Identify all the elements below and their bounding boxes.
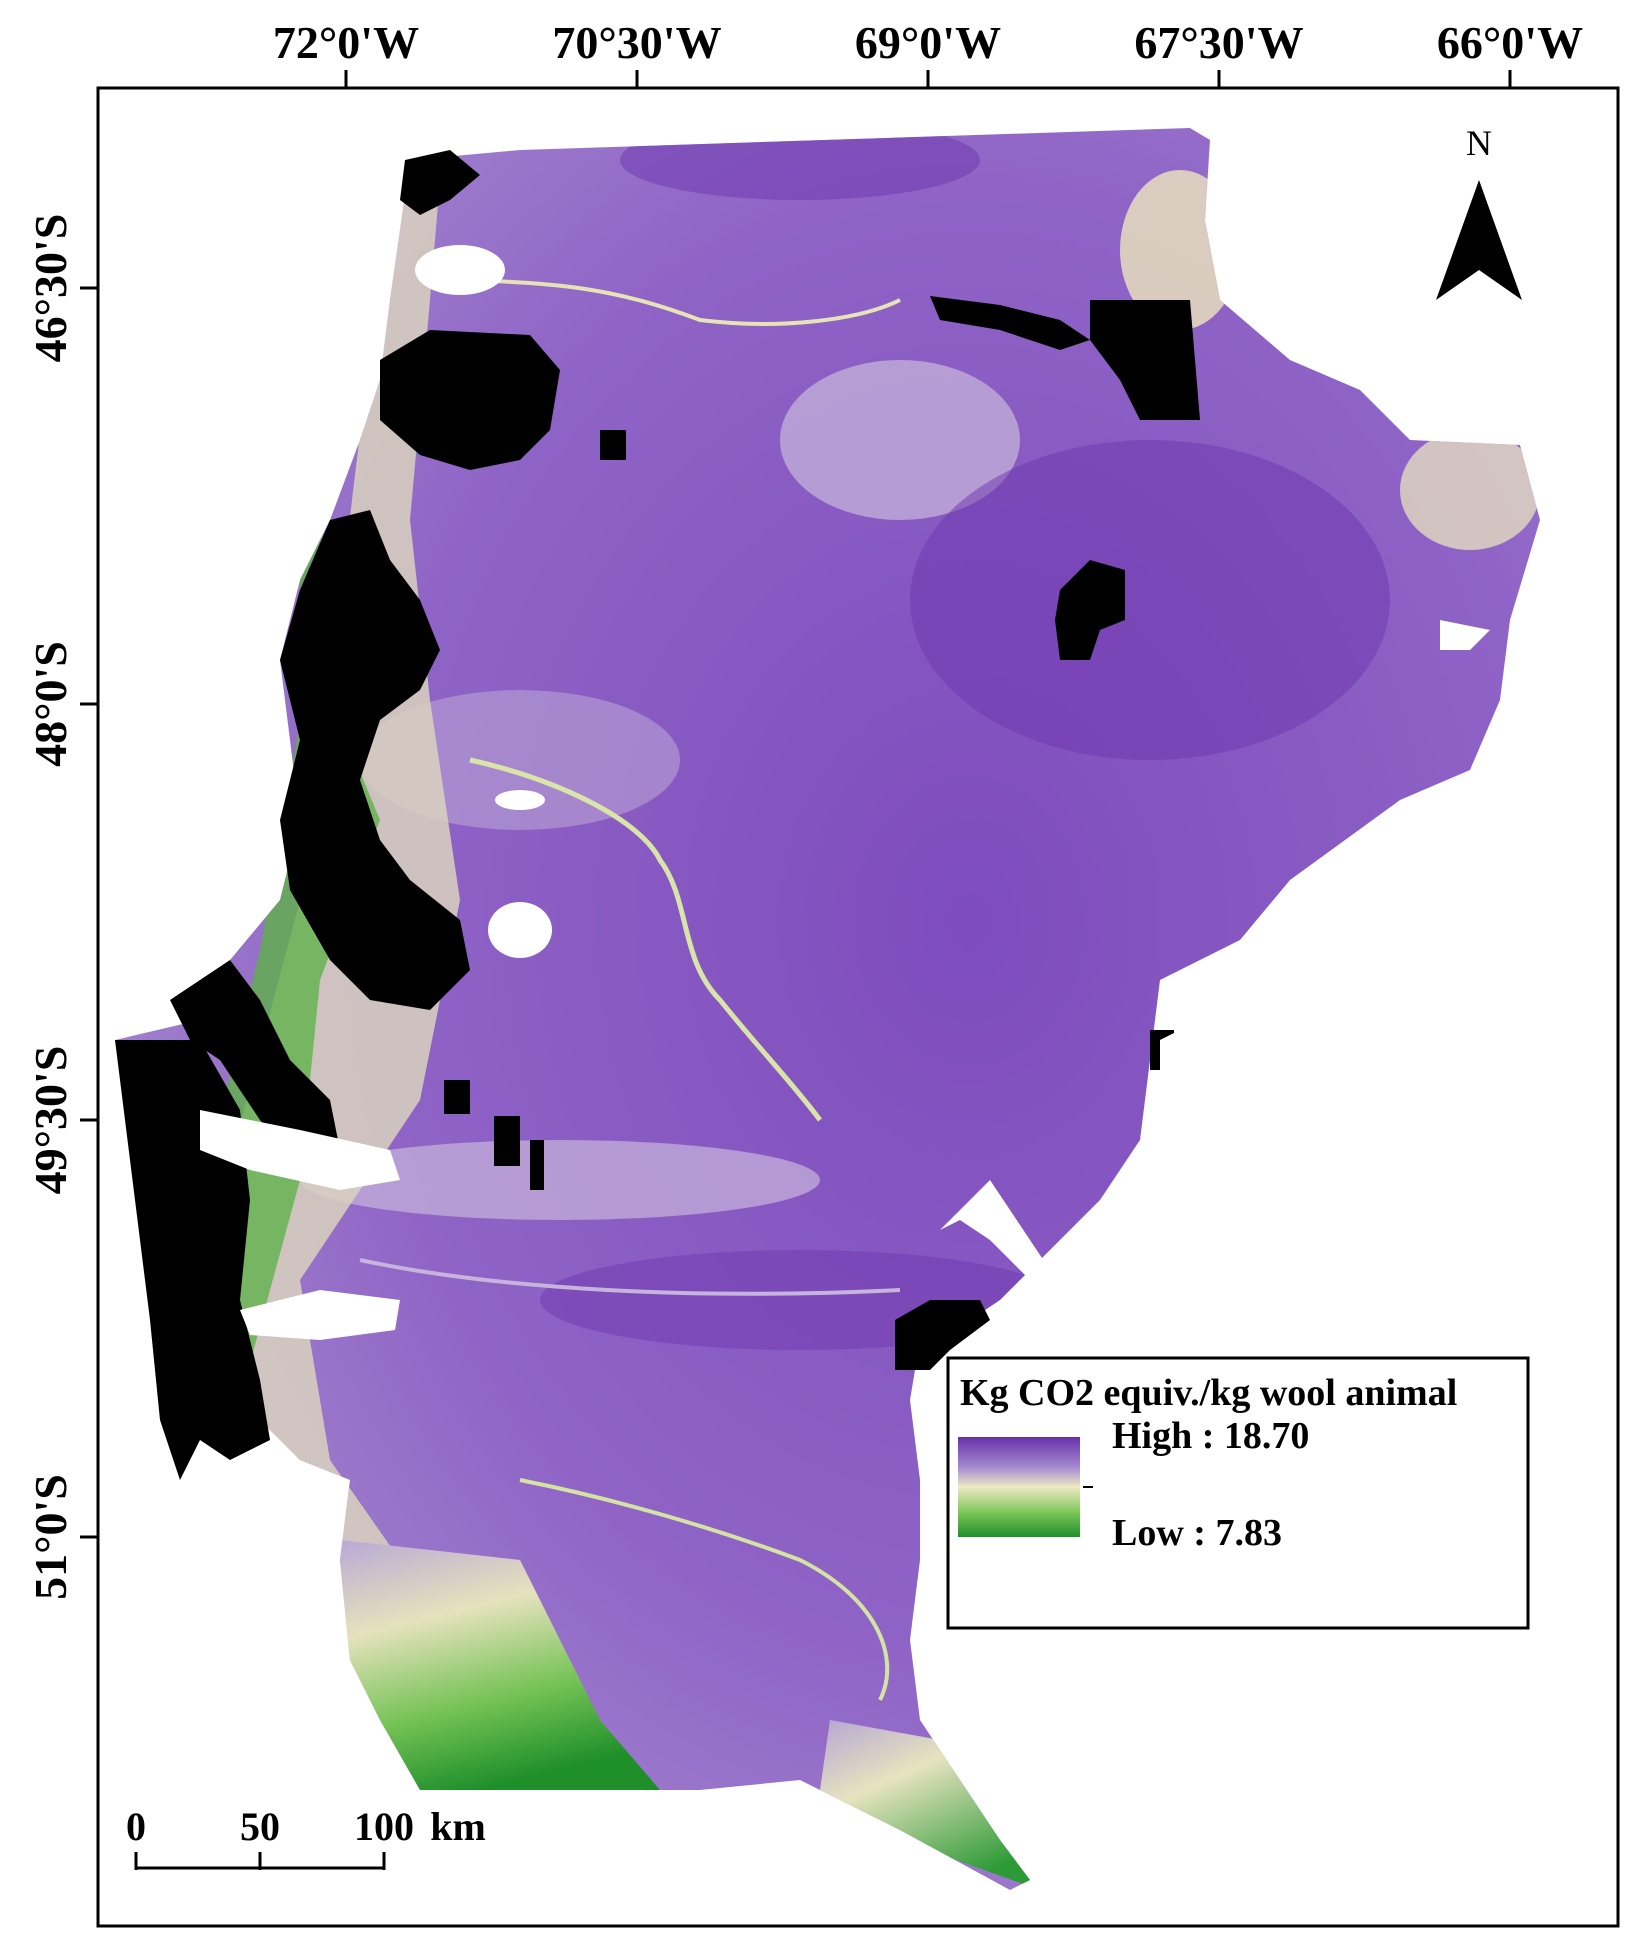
scale-label: 0 [126, 1804, 146, 1849]
lake [415, 245, 505, 295]
longitude-label: 72°0'W [273, 17, 419, 68]
scale-label: 50 [240, 1804, 280, 1849]
scale-unit: km [430, 1804, 486, 1849]
light-patch [300, 1140, 820, 1220]
longitude-axis: 72°0'W 70°30'W 69°0'W 67°30'W 66°0'W [273, 17, 1583, 88]
longitude-label: 67°30'W [1134, 17, 1303, 68]
longitude-label: 66°0'W [1437, 17, 1583, 68]
legend-high-label: High : 18.70 [1112, 1415, 1309, 1457]
nodata-area [170, 960, 340, 1180]
south-green-zone [340, 1540, 660, 1800]
river [359, 1258, 901, 1296]
longitude-label: 69°0'W [855, 17, 1001, 68]
lake [488, 902, 552, 958]
scale-bar: 0 50 100 km [126, 1804, 486, 1870]
raster-layer [115, 128, 1540, 1890]
latitude-label: 51°0'S [25, 1474, 76, 1600]
river [519, 1478, 890, 1701]
legend-low-label: Low : 7.83 [1112, 1512, 1282, 1554]
nodata-area [380, 330, 560, 470]
lake [240, 1290, 400, 1340]
north-label: N [1466, 123, 1492, 163]
southeast-green-zone [820, 1720, 1040, 1890]
nodata-block [444, 1080, 470, 1114]
scale-label: 100 [354, 1804, 414, 1849]
nodata-block [494, 1116, 520, 1166]
longitude-label: 70°30'W [552, 17, 721, 68]
lake [495, 790, 545, 810]
nodata-block [600, 430, 626, 460]
river [469, 757, 822, 1122]
latitude-label: 49°30'S [25, 1046, 76, 1195]
nodata-area [1055, 560, 1125, 660]
bay [940, 1180, 1050, 1280]
nodata-area [1090, 300, 1200, 420]
latitude-axis: 46°30'S 48°0'S 49°30'S 51°0'S [25, 214, 98, 1600]
dark-patch [910, 440, 1390, 760]
legend-color-ramp [958, 1437, 1080, 1537]
light-patch [1400, 430, 1540, 550]
river [429, 278, 901, 326]
light-patch [780, 360, 1020, 520]
north-arrow-icon [1436, 180, 1522, 300]
map-frame [96, 86, 1620, 1928]
latitude-label: 46°30'S [25, 214, 76, 363]
legend: Kg CO2 equiv./kg wool animal High : 18.7… [946, 1356, 1530, 1630]
lake [200, 1110, 400, 1190]
nodata-block [530, 1140, 544, 1190]
latitude-label: 48°0'S [25, 641, 76, 767]
dark-patch [620, 128, 980, 200]
nodata-area [895, 1300, 990, 1370]
nodata-area [930, 296, 1090, 350]
legend-title: Kg CO2 equiv./kg wool animal [960, 1372, 1457, 1414]
nodata-area [400, 150, 480, 215]
bay [1440, 620, 1490, 650]
nodata-area [280, 510, 470, 1010]
dark-patch [540, 1250, 1060, 1350]
north-arrow: N [1436, 123, 1522, 300]
bay [1160, 1030, 1180, 1075]
